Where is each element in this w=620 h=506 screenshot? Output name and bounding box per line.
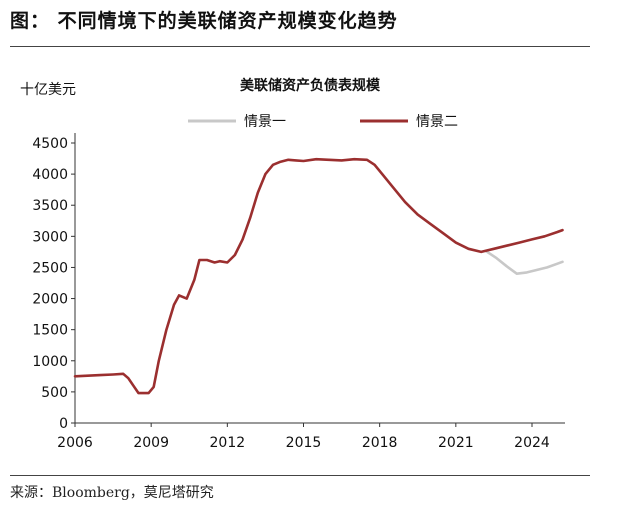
figure-header: 图： 不同情境下的美联储资产规模变化趋势	[0, 0, 620, 44]
y-tick-label: 1000	[32, 354, 68, 370]
series-line-2	[73, 157, 564, 395]
x-tick-label: 2021	[438, 435, 474, 451]
x-tick-label: 2018	[362, 435, 398, 451]
x-tick-label: 2006	[57, 435, 93, 451]
series-line-1	[484, 250, 564, 275]
y-tick-label: 500	[41, 385, 68, 401]
legend-label-2: 情景二	[416, 114, 458, 130]
chart-title: 美联储资产负债表规模	[240, 77, 381, 94]
y-tick-label: 2500	[32, 260, 68, 276]
y-tick-label: 4000	[32, 167, 68, 183]
x-tick-label: 2012	[210, 435, 246, 451]
y-tick-label: 0	[59, 416, 68, 432]
y-tick-label: 1500	[32, 323, 68, 339]
x-tick-label: 2015	[286, 435, 322, 451]
y-tick-label: 3000	[32, 229, 68, 245]
source-note: 来源：Bloomberg，莫尼塔研究	[10, 485, 214, 501]
legend-label-1: 情景一	[244, 114, 286, 130]
x-tick-label: 2024	[514, 435, 550, 451]
footer-rule	[10, 475, 590, 476]
header-rule	[10, 46, 590, 47]
x-tick-label: 2009	[133, 435, 169, 451]
y-tick-label: 4500	[32, 136, 68, 152]
y-axis-unit-label: 十亿美元	[20, 82, 76, 98]
y-tick-label: 2000	[32, 292, 68, 308]
y-tick-label: 3500	[32, 198, 68, 214]
figure-title: 图： 不同情境下的美联储资产规模变化趋势	[10, 10, 398, 32]
